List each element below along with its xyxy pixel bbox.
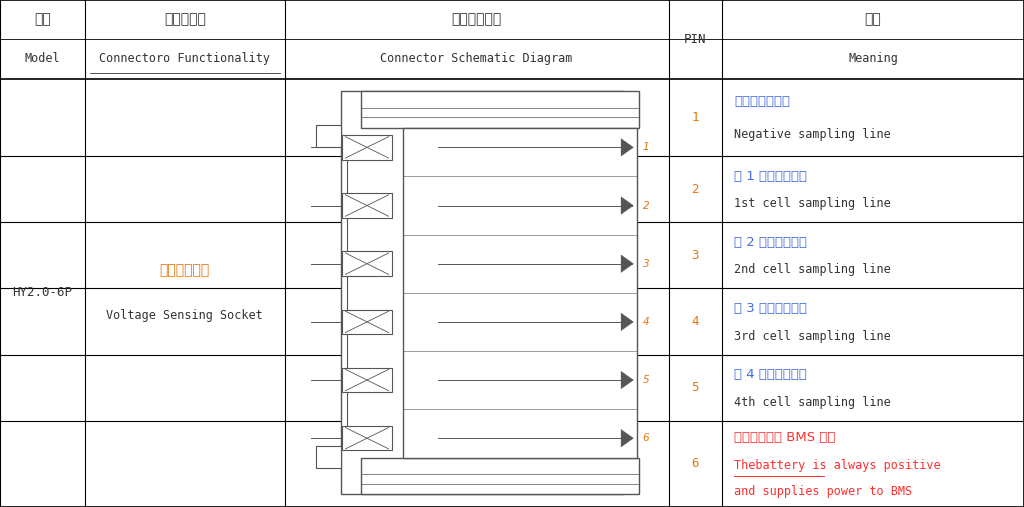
Text: PIN: PIN xyxy=(684,33,707,46)
Text: 5: 5 xyxy=(643,375,649,385)
Text: 5: 5 xyxy=(691,381,699,394)
Bar xyxy=(360,458,639,494)
Text: 第 4 节电池采样线: 第 4 节电池采样线 xyxy=(734,368,807,381)
Text: 2: 2 xyxy=(691,183,699,196)
Polygon shape xyxy=(621,197,633,214)
Text: 4th cell sampling line: 4th cell sampling line xyxy=(734,396,891,409)
Bar xyxy=(342,193,391,218)
Text: 1: 1 xyxy=(691,111,699,124)
Text: 电池负极采集线: 电池负极采集线 xyxy=(734,95,791,108)
Text: 第 2 节电池采样线: 第 2 节电池采样线 xyxy=(734,236,807,249)
Text: Model: Model xyxy=(25,52,60,65)
Polygon shape xyxy=(621,138,633,156)
Text: 4: 4 xyxy=(691,315,699,328)
Polygon shape xyxy=(621,371,633,389)
Text: HY2.0-6P: HY2.0-6P xyxy=(12,286,73,299)
Text: 电池总正，给 BMS 供电: 电池总正，给 BMS 供电 xyxy=(734,431,836,445)
Bar xyxy=(403,128,637,458)
Text: 3: 3 xyxy=(643,259,649,269)
Text: Voltage Sensing Socket: Voltage Sensing Socket xyxy=(106,309,263,322)
Polygon shape xyxy=(621,313,633,331)
Text: 6: 6 xyxy=(691,457,699,470)
Bar xyxy=(342,251,391,276)
Text: Connectoro Functionality: Connectoro Functionality xyxy=(99,52,270,65)
Text: 2nd cell sampling line: 2nd cell sampling line xyxy=(734,264,891,276)
Text: 型号: 型号 xyxy=(34,13,51,26)
Text: 2: 2 xyxy=(643,201,649,210)
Text: Negative sampling line: Negative sampling line xyxy=(734,128,891,141)
Text: 电压采集插座: 电压采集插座 xyxy=(160,263,210,277)
Bar xyxy=(315,446,341,468)
Text: 3rd cell sampling line: 3rd cell sampling line xyxy=(734,330,891,343)
Text: 第 3 节电池采样线: 第 3 节电池采样线 xyxy=(734,302,807,315)
Text: 3: 3 xyxy=(691,249,699,262)
Text: Connector Schematic Diagram: Connector Schematic Diagram xyxy=(381,52,572,65)
Bar xyxy=(360,91,639,128)
Bar xyxy=(342,135,391,160)
Polygon shape xyxy=(621,429,633,447)
Text: Thebattery is always positive: Thebattery is always positive xyxy=(734,459,941,472)
Bar xyxy=(342,426,391,450)
Bar xyxy=(341,91,623,494)
Text: Meaning: Meaning xyxy=(848,52,898,65)
Text: 第 1 节电池采样线: 第 1 节电池采样线 xyxy=(734,169,807,183)
Text: 含义: 含义 xyxy=(864,13,882,26)
Bar xyxy=(342,310,391,334)
Text: 4: 4 xyxy=(643,317,649,327)
Text: and supplies power to BMS: and supplies power to BMS xyxy=(734,485,912,498)
Text: 接插件示意图: 接插件示意图 xyxy=(452,13,502,26)
Text: 接插件功能: 接插件功能 xyxy=(164,13,206,26)
Bar xyxy=(342,368,391,392)
Polygon shape xyxy=(621,255,633,272)
Text: 6: 6 xyxy=(643,433,649,443)
Text: 1: 1 xyxy=(643,142,649,153)
Bar xyxy=(315,125,341,147)
Text: 1st cell sampling line: 1st cell sampling line xyxy=(734,197,891,210)
